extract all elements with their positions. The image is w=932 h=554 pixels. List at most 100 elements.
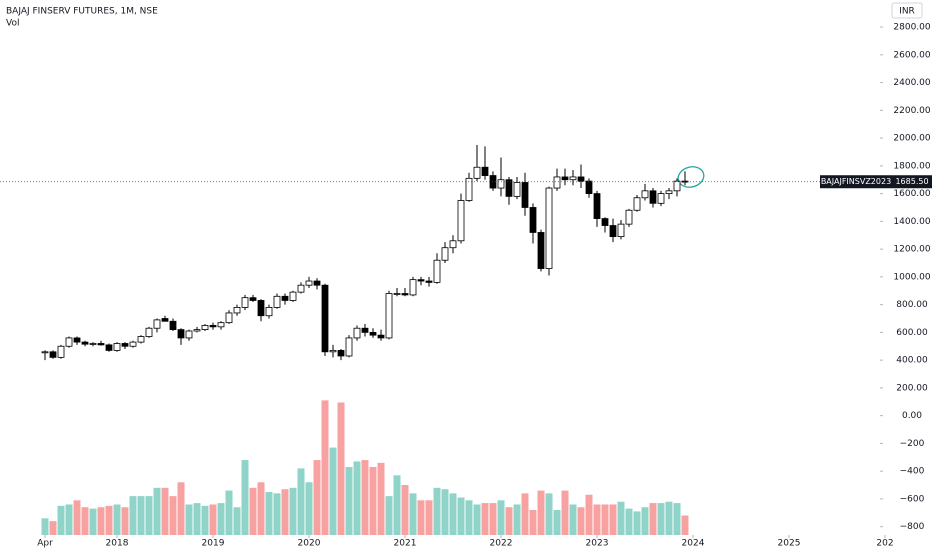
volume-legend: Vol [6,19,19,29]
candle-body [497,179,505,189]
candle-body [305,280,313,286]
volume-bar [281,489,289,535]
volume-bar [129,496,137,535]
volume-bar [465,500,473,535]
volume-bar [649,503,657,535]
volume-bar [377,462,385,535]
volume-bar [393,475,401,535]
y-tick-label: 2200.00 [893,106,930,116]
candle-body [105,344,113,351]
candle-body [169,320,177,331]
volume-bar [49,521,57,535]
volume-bar [361,460,369,535]
candle-body [377,334,385,339]
y-tick-label: 2600.00 [893,50,930,60]
candle-body [241,297,249,308]
y-tick-label: 1600.00 [893,189,930,199]
volume-bar [217,503,225,535]
candle-body [281,295,289,301]
candle-body [489,175,497,189]
volume-bar [353,461,361,535]
volume-bar [249,487,257,535]
volume-bar [209,504,217,535]
x-tick-label: 2024 [682,539,705,549]
volume-bar [401,485,409,535]
volume-bar [489,503,497,535]
candle-body [193,329,201,332]
candle-body [177,329,185,339]
candle-body [473,166,481,179]
candle-body [633,197,641,211]
volume-bar [121,507,129,535]
candle-body [625,209,633,225]
candle-body [201,325,209,331]
volume-bar [289,487,297,535]
candle-body [553,176,561,189]
x-tick-label: 202 [876,539,893,549]
candle-body [649,190,657,204]
candle-body [65,337,73,347]
y-tick-label: −600 [900,494,925,504]
candle-body [57,345,65,358]
volume-bar [497,500,505,535]
candle-body [313,280,321,286]
candle-body [265,306,273,317]
volume-bar [73,500,81,535]
candle-body [185,330,193,339]
volume-bar [537,490,545,535]
currency-box[interactable] [891,2,923,19]
volume-bar [433,487,441,535]
candle-body [353,327,361,339]
volume-bar [185,504,193,535]
volume-bar [257,482,265,535]
price-box [892,175,932,189]
candle-body [449,240,457,249]
volume-bar [177,482,185,535]
candle-body [361,327,369,333]
candle-body [601,218,609,226]
volume-bar [457,497,465,535]
candle-body [217,322,225,328]
candle-body [329,350,337,353]
annotation-circle [677,166,705,188]
candle-body [385,293,393,339]
volume-bar [337,402,345,535]
volume-bar [193,503,201,535]
candle-body [537,232,545,269]
volume-bar [665,501,673,535]
candle-body [433,259,441,283]
volume-bar [201,505,209,535]
volume-bar [385,496,393,535]
candle-body [457,200,465,242]
volume-bar [161,487,169,535]
price-label: 1685.50 [895,177,928,186]
y-tick-label: 1200.00 [893,245,930,255]
y-tick-label: 1000.00 [893,272,930,282]
volume-bar [305,482,313,535]
volume-bar [641,507,649,535]
candle-body [609,225,617,238]
volume-bar [345,466,353,535]
candle-body [393,293,401,295]
volume-bar [425,500,433,535]
volume-bar [81,507,89,535]
volume-bar [561,490,569,535]
volume-bar [673,503,681,535]
candle-body [481,166,489,176]
currency[interactable]: INR [899,7,915,17]
volume-bar [137,496,145,535]
x-tick-label: 2020 [298,539,321,549]
y-tick-label: 2800.00 [893,23,930,33]
volume-bar [569,504,577,535]
volume-bar [113,504,121,535]
candle-body [545,187,553,269]
chart-title: BAJAJ FINSERV FUTURES, 1M, NSE [6,7,158,17]
volume-bar [297,468,305,535]
candle-body [401,293,409,296]
volume-bar [417,500,425,535]
candle-body [297,284,305,293]
candle-body [337,350,345,357]
candle-body [425,280,433,283]
candle-body [345,337,353,357]
